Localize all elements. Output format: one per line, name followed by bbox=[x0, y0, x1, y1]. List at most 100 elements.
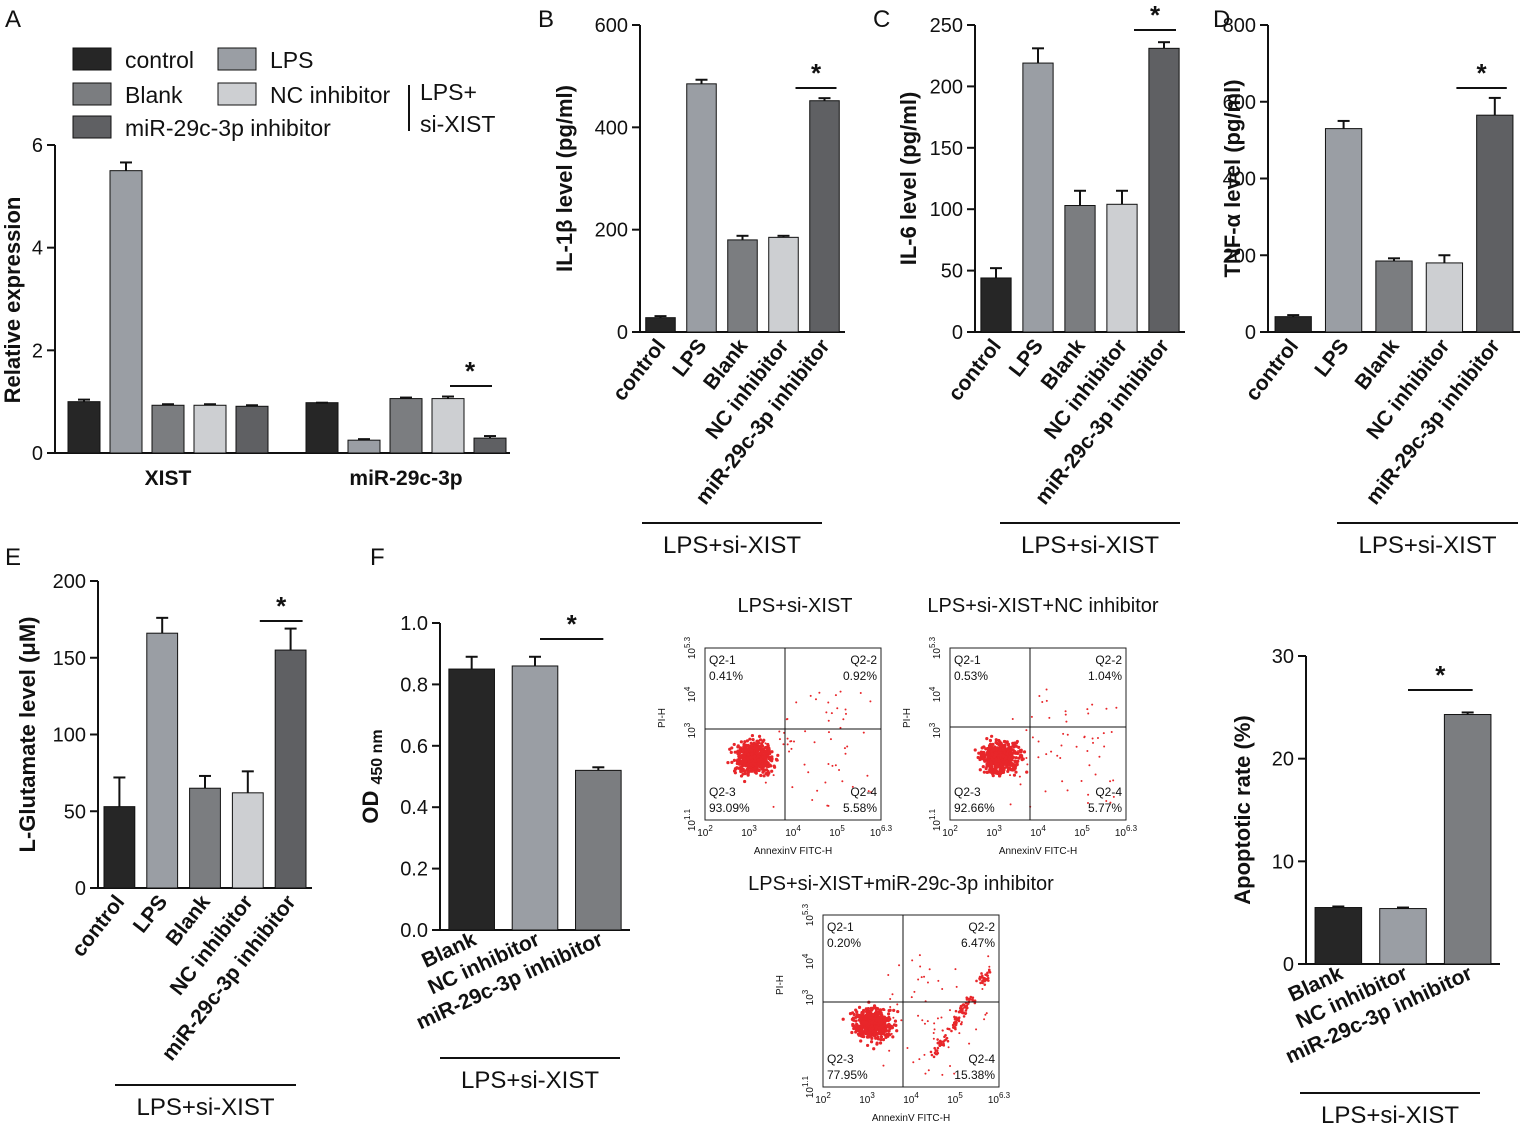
y-tick-label: 0 bbox=[1245, 322, 1256, 344]
panel-label-b: B bbox=[538, 6, 554, 33]
dot bbox=[1088, 764, 1091, 767]
dot bbox=[879, 1022, 883, 1026]
dot bbox=[982, 770, 986, 774]
dot bbox=[921, 1019, 924, 1022]
dot bbox=[988, 965, 991, 968]
dot bbox=[975, 1028, 978, 1031]
dot bbox=[778, 730, 781, 733]
dot bbox=[757, 734, 762, 738]
quadrant-name: Q2-1 bbox=[827, 920, 854, 934]
dot bbox=[730, 746, 734, 750]
dot bbox=[1102, 732, 1105, 735]
bar-blank bbox=[389, 398, 423, 454]
dot bbox=[857, 1005, 862, 1010]
dot bbox=[836, 707, 839, 710]
flow-dots bbox=[973, 688, 1118, 808]
flow-x-tick-base: 10 bbox=[1074, 828, 1086, 839]
dot bbox=[1005, 759, 1009, 763]
flow-y-tick-exp: 1.1 bbox=[801, 1075, 810, 1087]
y-tick-label: 0.8 bbox=[400, 674, 428, 696]
flow-x-tick-exp: 2 bbox=[826, 1091, 831, 1100]
significance-star: * bbox=[465, 356, 476, 386]
flow-x-tick-base: 10 bbox=[947, 1095, 959, 1106]
dot bbox=[960, 1021, 963, 1024]
legend-swatch bbox=[72, 115, 112, 139]
dot bbox=[892, 1016, 895, 1019]
bar-blank bbox=[448, 668, 495, 931]
y-tick-label: 1.0 bbox=[400, 613, 428, 635]
dot bbox=[874, 1013, 878, 1017]
dot bbox=[882, 1015, 887, 1019]
dot bbox=[936, 1017, 939, 1020]
flow-x-tick-exp: 5 bbox=[958, 1091, 963, 1100]
dot bbox=[839, 690, 842, 693]
flow-y-tick-exp: 1.1 bbox=[928, 808, 937, 820]
panel-label-e: E bbox=[5, 544, 21, 571]
flow-x-tick-base: 10 bbox=[903, 1095, 915, 1106]
dot bbox=[760, 767, 764, 771]
category-label: control bbox=[944, 335, 1006, 405]
dot bbox=[895, 1029, 899, 1033]
dot bbox=[745, 739, 749, 743]
y-axis-label-sub: 450 nm bbox=[369, 729, 386, 784]
legend-label: LPS bbox=[270, 47, 313, 73]
dot bbox=[890, 1026, 895, 1030]
dot bbox=[1109, 801, 1112, 804]
dot bbox=[987, 968, 991, 972]
dot bbox=[969, 995, 973, 999]
dot bbox=[989, 760, 993, 765]
flow-y-tick: 101.1 bbox=[683, 808, 698, 831]
dot bbox=[986, 974, 989, 977]
dot bbox=[993, 753, 997, 757]
dot bbox=[1019, 783, 1022, 786]
dot bbox=[743, 752, 747, 756]
flow-x-tick-base: 10 bbox=[986, 828, 998, 839]
dot bbox=[1066, 789, 1069, 792]
dot bbox=[1010, 762, 1014, 766]
dot bbox=[756, 758, 761, 762]
quadrant-name: Q2-4 bbox=[968, 1052, 995, 1066]
y-tick-label: 50 bbox=[64, 801, 86, 823]
flow-dots bbox=[841, 954, 992, 1076]
dot bbox=[1045, 753, 1048, 756]
y-tick-label: 0 bbox=[75, 878, 86, 900]
flow-y-label: PI-H bbox=[775, 975, 786, 995]
bar-mir-29c-3p-inhibitor bbox=[473, 437, 507, 454]
dot bbox=[859, 1024, 863, 1029]
dot bbox=[733, 750, 737, 754]
dot bbox=[965, 1007, 968, 1010]
y-axis-label: Relative expression bbox=[0, 197, 25, 404]
dot bbox=[898, 964, 901, 967]
dot bbox=[878, 1041, 883, 1045]
bar-lps bbox=[686, 83, 717, 333]
dot bbox=[877, 1030, 882, 1034]
dot bbox=[917, 978, 920, 981]
flow-x-tick: 106.3 bbox=[870, 824, 893, 839]
dot bbox=[1083, 736, 1086, 739]
legend-bracket-label: LPS+ bbox=[420, 79, 477, 105]
flow-y-tick-base: 10 bbox=[932, 727, 943, 739]
bar-lps bbox=[1022, 62, 1054, 333]
dot bbox=[991, 742, 995, 747]
dot bbox=[879, 1011, 883, 1015]
flow-x-tick-base: 10 bbox=[942, 828, 954, 839]
dot bbox=[850, 1030, 854, 1035]
dot bbox=[855, 1010, 859, 1014]
dot bbox=[933, 1051, 937, 1055]
dot bbox=[868, 1033, 872, 1037]
y-axis-label: IL-6 level (pg/ml) bbox=[896, 92, 921, 266]
dot bbox=[981, 765, 985, 769]
flow-y-tick: 101.1 bbox=[928, 808, 943, 831]
quadrant-value: 15.38% bbox=[954, 1068, 995, 1082]
dot bbox=[1037, 740, 1040, 743]
flow-plot-2: LPS+si-XIST+NC inhibitor Q2-1 0.53% Q2-2 1.0… bbox=[902, 595, 1159, 857]
dot bbox=[892, 1023, 897, 1027]
dot bbox=[1009, 768, 1013, 772]
dot bbox=[881, 1027, 885, 1032]
dot bbox=[1015, 765, 1018, 768]
dot bbox=[1031, 736, 1034, 739]
dot bbox=[764, 759, 768, 763]
y-tick-label: 30 bbox=[1272, 646, 1294, 668]
dot bbox=[887, 1008, 891, 1013]
